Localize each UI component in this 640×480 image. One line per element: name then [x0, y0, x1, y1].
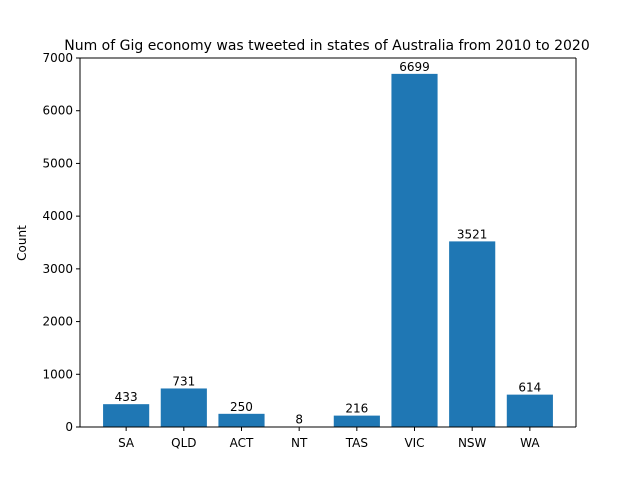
bar-nsw: [449, 241, 496, 427]
bar-sa: [103, 404, 150, 427]
y-tick-label: 7000: [42, 51, 73, 65]
x-tick-label: QLD: [171, 436, 196, 450]
data-label: 3521: [457, 227, 488, 241]
y-tick-label: 0: [65, 420, 73, 434]
bar-tas: [333, 415, 380, 427]
y-tick-label: 1000: [42, 367, 73, 381]
bar-qld: [160, 388, 207, 427]
data-label: 216: [345, 402, 368, 416]
x-tick-label: ACT: [230, 436, 254, 450]
data-label: 8: [295, 413, 303, 427]
data-label: 250: [230, 400, 253, 414]
x-tick-label: NT: [291, 436, 308, 450]
data-label: 731: [172, 374, 195, 388]
y-tick-label: 3000: [42, 262, 73, 276]
data-label: 433: [115, 390, 138, 404]
y-tick-label: 6000: [42, 104, 73, 118]
x-tick-label: SA: [118, 436, 135, 450]
bar-act: [218, 413, 265, 427]
x-tick-label: VIC: [404, 436, 424, 450]
x-tick-label: NSW: [458, 436, 487, 450]
x-tick-label: WA: [520, 436, 540, 450]
x-tick-label: TAS: [345, 436, 368, 450]
chart-title: Num of Gig economy was tweeted in states…: [64, 38, 590, 54]
y-tick-label: 5000: [42, 156, 73, 170]
y-tick-label: 2000: [42, 315, 73, 329]
plot-area: 0 1000 2000 3000 4000 5000 6000 7000 SA QLD ACT NT T…: [42, 51, 577, 450]
y-axis-label: Count: [15, 225, 29, 261]
bar-vic: [391, 73, 438, 428]
data-label: 6699: [399, 60, 430, 74]
data-label: 614: [518, 381, 541, 395]
bar-wa: [506, 394, 553, 427]
y-tick-label: 4000: [42, 209, 73, 223]
